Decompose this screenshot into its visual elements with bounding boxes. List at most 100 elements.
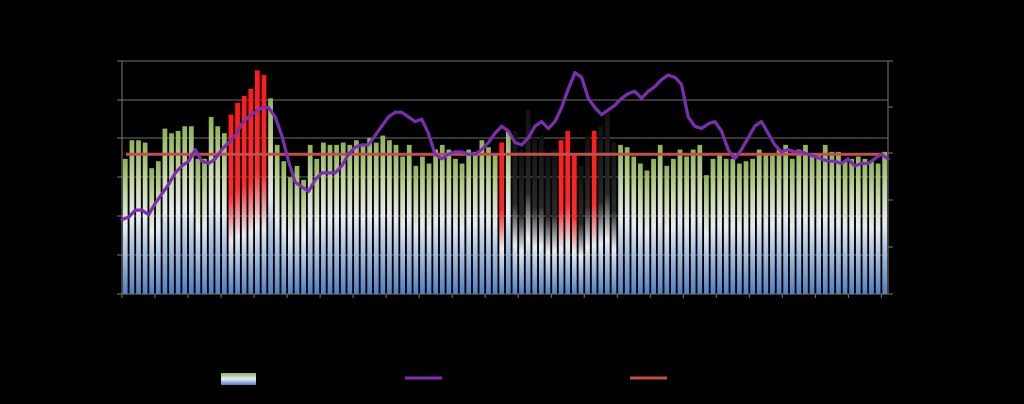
bar (644, 170, 650, 294)
bar (499, 142, 505, 294)
bar (512, 130, 518, 294)
bar (730, 158, 736, 294)
bar (697, 144, 703, 294)
bar (400, 156, 406, 294)
bar (202, 158, 207, 294)
bar (136, 140, 141, 294)
bar (195, 158, 201, 294)
bar (254, 70, 260, 294)
bar (393, 144, 399, 294)
bar (334, 144, 339, 294)
bar (373, 142, 379, 294)
bar (406, 144, 412, 294)
bar (783, 144, 789, 294)
bar (664, 165, 670, 294)
bar (842, 161, 848, 294)
bar (149, 168, 155, 294)
bar (743, 161, 749, 294)
bar (301, 179, 306, 294)
bar (598, 126, 604, 295)
bar (552, 149, 557, 294)
bar (439, 144, 445, 294)
bar (519, 149, 524, 294)
bar (446, 149, 452, 294)
bar (723, 158, 729, 294)
bar (479, 140, 485, 294)
bar (545, 154, 551, 294)
line-series-path (120, 71, 890, 222)
bar (380, 135, 386, 294)
bar (354, 140, 359, 294)
bar (235, 102, 240, 294)
bar (129, 140, 135, 294)
bar (538, 135, 544, 294)
bar (657, 144, 663, 294)
bar (565, 130, 571, 294)
bar (248, 88, 254, 295)
bar (347, 144, 353, 294)
bar (882, 151, 888, 294)
bar (182, 126, 188, 295)
bar (281, 161, 287, 294)
line-series (120, 71, 890, 222)
bar (221, 133, 227, 294)
bar (875, 163, 881, 294)
bar (750, 158, 755, 294)
bar (314, 158, 320, 294)
bar (261, 74, 267, 294)
bar (472, 151, 478, 294)
bar (855, 156, 861, 294)
bar (122, 158, 128, 294)
bar (571, 154, 577, 294)
bar (433, 149, 439, 294)
bar (486, 147, 491, 294)
bar (789, 158, 795, 294)
bar (690, 149, 696, 294)
bar (796, 149, 802, 294)
bar (426, 163, 432, 294)
bar (611, 142, 617, 294)
bar (776, 149, 782, 294)
bar (505, 130, 511, 294)
bar (558, 140, 564, 294)
bar (288, 177, 293, 294)
bar (637, 163, 643, 294)
bar (763, 154, 769, 294)
bar (321, 142, 326, 294)
bar (578, 165, 584, 294)
bar (340, 142, 346, 294)
bar (710, 158, 716, 294)
bar (822, 144, 828, 294)
bar (770, 154, 775, 294)
bar (671, 158, 676, 294)
bar-series (122, 70, 888, 295)
bar (492, 154, 498, 294)
bar (327, 144, 333, 294)
bar (228, 114, 234, 294)
bar (208, 116, 214, 294)
bar (585, 135, 590, 294)
bar (188, 126, 194, 295)
bar (624, 147, 630, 294)
bar (591, 130, 597, 294)
bar (360, 144, 366, 294)
bar (169, 133, 174, 294)
bar (387, 140, 392, 294)
bar (829, 151, 835, 294)
axes (117, 60, 893, 298)
bar (367, 137, 372, 294)
bar (215, 126, 221, 295)
bar (175, 130, 181, 294)
legend-bar-swatch (221, 373, 256, 385)
bar (532, 137, 538, 294)
bar (809, 154, 815, 294)
bar (466, 149, 472, 294)
bar (162, 128, 168, 294)
bar (849, 158, 855, 294)
bar (525, 109, 531, 295)
bar (274, 144, 280, 294)
bar (307, 144, 313, 294)
bar (816, 154, 822, 294)
